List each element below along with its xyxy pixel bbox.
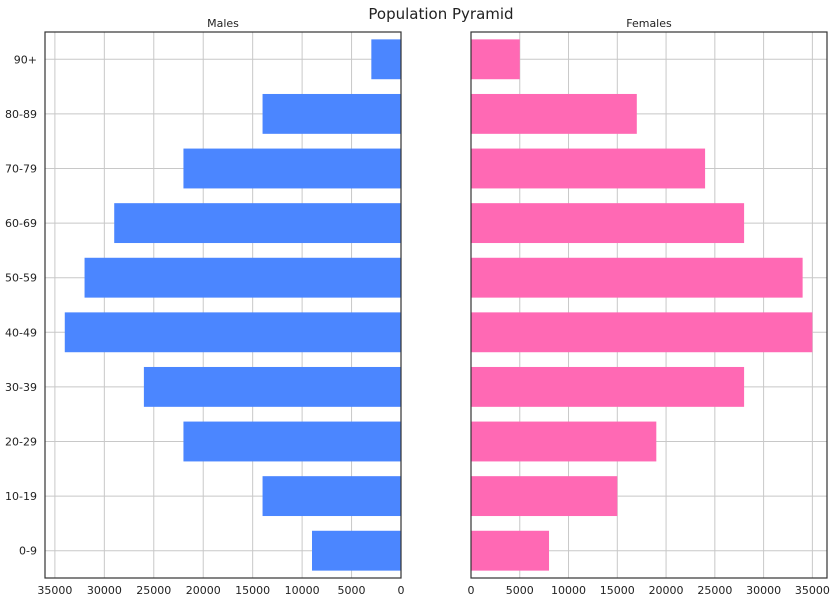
y-tick-label-10-19: 10-19 [5, 490, 37, 503]
female-x-tick-label: 0 [468, 584, 475, 597]
female-bar-90+ [471, 39, 520, 80]
male-bar-60-69 [114, 203, 401, 244]
y-tick-label-0-9: 0-9 [19, 545, 37, 558]
chart-title: Population Pyramid [368, 5, 513, 23]
y-tick-label-80-89: 80-89 [5, 108, 37, 121]
y-tick-label-50-59: 50-59 [5, 272, 37, 285]
male-panel-frame [44, 31, 402, 579]
male-x-tick-label: 20000 [186, 584, 221, 597]
male-bar-0-9 [312, 530, 401, 571]
male-bar-80-89 [262, 93, 401, 134]
female-bar-30-39 [471, 366, 745, 407]
male-bar-50-59 [84, 257, 402, 298]
male-x-tick-label: 35000 [37, 584, 72, 597]
female-x-tick-label: 20000 [649, 584, 684, 597]
female-x-tick-label: 30000 [746, 584, 781, 597]
female-x-tick-label: 10000 [551, 584, 586, 597]
male-bar-30-39 [143, 366, 401, 407]
male-x-tick-label: 25000 [136, 584, 171, 597]
age-group-labels: 0-9 10-19 20-29 30-39 40-49 50-59 60-69 70-79 80… [5, 53, 37, 557]
female-bar-60-69 [471, 203, 745, 244]
male-bar-70-79 [183, 148, 401, 189]
female-x-tick-label: 25000 [697, 584, 732, 597]
female-bar-0-9 [471, 530, 550, 571]
female-bar-40-49 [471, 312, 813, 353]
female-x-tick-label: 5000 [506, 584, 534, 597]
male-bar-20-29 [183, 421, 401, 462]
male-x-tick-label: 15000 [235, 584, 270, 597]
y-tick-label-90+: 90+ [14, 53, 37, 66]
female-bar-10-19 [471, 476, 618, 517]
male-bar-90+ [371, 39, 401, 80]
y-tick-label-30-39: 30-39 [5, 381, 37, 394]
female-x-tick-label: 35000 [795, 584, 830, 597]
females-panel-title: Females [626, 17, 672, 30]
female-bar-20-29 [471, 421, 657, 462]
female-bar-50-59 [471, 257, 803, 298]
female-bar-80-89 [471, 93, 637, 134]
male-x-tick-label: 5000 [338, 584, 366, 597]
female-bar-70-79 [471, 148, 706, 189]
female-x-tick-label: 15000 [600, 584, 635, 597]
y-tick-label-70-79: 70-79 [5, 163, 37, 176]
male-x-tick-label: 30000 [87, 584, 122, 597]
males-panel-title: Males [207, 17, 239, 30]
male-x-tick-label: 0 [398, 584, 405, 597]
y-tick-label-40-49: 40-49 [5, 326, 37, 339]
y-tick-label-20-29: 20-29 [5, 436, 37, 449]
male-bar-10-19 [262, 476, 401, 517]
male-x-tick-label: 10000 [285, 584, 320, 597]
y-tick-label-60-69: 60-69 [5, 217, 37, 230]
males-panel: 35000 30000 25000 20000 15000 10000 5000 0 [37, 31, 405, 597]
females-panel: 0 5000 10000 15000 20000 25000 30000 35000 [468, 31, 830, 597]
female-panel-frame [470, 31, 828, 579]
male-bar-40-49 [64, 312, 402, 353]
